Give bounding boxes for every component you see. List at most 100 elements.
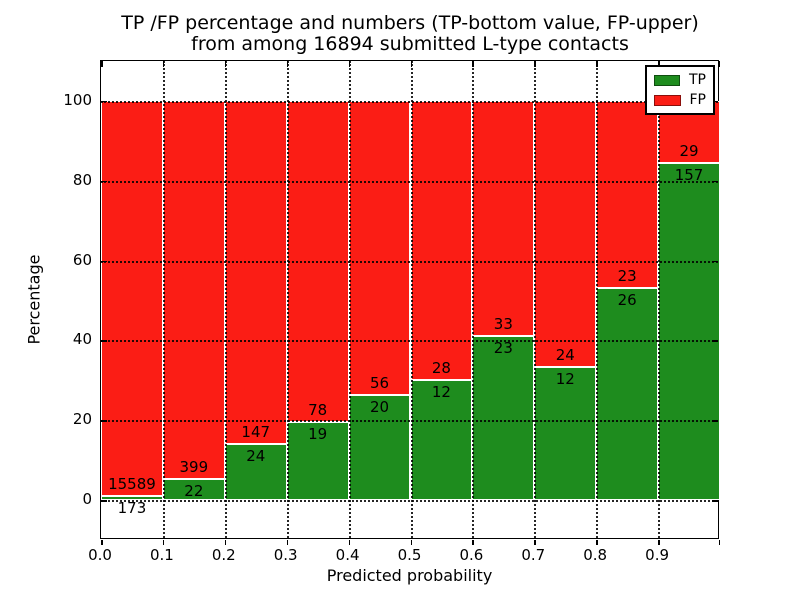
fp-bar-segment [162, 100, 225, 480]
tp-bar-segment [658, 163, 720, 501]
y-gridline [101, 340, 718, 343]
x-tick-mark [224, 61, 227, 67]
y-tick-mark [712, 260, 718, 263]
y-tick-label: 60 [72, 250, 92, 269]
y-tick-label: 100 [63, 90, 92, 109]
x-tick-mark [718, 61, 720, 67]
fp-bar-segment [472, 100, 535, 337]
y-tick-label: 80 [72, 170, 92, 189]
fp-bar-segment [410, 100, 473, 381]
x-gridline [162, 61, 165, 538]
tp-bar-segment [286, 421, 349, 501]
y-tick-mark [101, 420, 107, 422]
x-tick-mark [472, 540, 474, 545]
x-tick-label: 0.9 [645, 546, 670, 564]
legend-item-tp: TP [654, 73, 706, 87]
tp-count-label: 23 [493, 339, 513, 358]
x-gridline [224, 61, 227, 538]
fp-bar-segment [534, 100, 597, 368]
tp-bar-segment [101, 495, 163, 501]
chart-title: TP /FP percentage and numbers (TP-bottom… [100, 13, 720, 55]
x-tick-label: 0.4 [335, 546, 360, 564]
tp-count-label: 22 [184, 482, 204, 501]
x-gridline [286, 61, 289, 538]
y-tick-mark [101, 100, 107, 103]
x-tick-mark [410, 61, 412, 67]
x-tick-label: 0.5 [397, 546, 422, 564]
y-axis-label: Percentage [24, 254, 44, 345]
x-gridline [534, 61, 537, 538]
y-gridline [101, 260, 718, 263]
tp-bar-segment [224, 444, 287, 501]
chart-title-line1: TP /FP percentage and numbers (TP-bottom… [121, 12, 699, 34]
x-tick-mark [286, 61, 289, 67]
fp-legend-label: FP [689, 92, 707, 108]
x-tick-mark [286, 540, 289, 545]
y-gridline [101, 180, 718, 183]
fp-count-label: 56 [369, 374, 390, 393]
tp-count-label: 173 [117, 498, 147, 517]
x-tick-mark [101, 61, 103, 67]
x-tick-label: 0.2 [211, 546, 236, 564]
y-tick-mark [101, 260, 107, 263]
y-tick-mark [712, 180, 718, 183]
fp-count-label: 78 [308, 400, 328, 419]
y-tick-label: 20 [72, 410, 92, 429]
x-tick-mark [101, 540, 103, 545]
chart-title-line2: from among 16894 submitted L-type contac… [191, 33, 629, 55]
x-gridline [658, 61, 661, 538]
legend: TP FP [645, 65, 715, 115]
x-axis-label: Predicted probability [326, 566, 493, 585]
fp-legend-swatch [654, 94, 681, 106]
tp-count-label: 19 [308, 424, 328, 443]
x-tick-label: 0.6 [459, 546, 484, 564]
x-tick-mark [162, 540, 165, 545]
tp-legend-label: TP [689, 72, 706, 88]
fp-count-label: 147 [241, 423, 271, 442]
x-gridline [596, 61, 599, 538]
x-tick-label: 0.0 [88, 546, 112, 564]
y-gridline [101, 500, 718, 503]
x-tick-mark [658, 61, 660, 67]
fp-count-label: 23 [617, 267, 637, 286]
tp-legend-swatch [654, 74, 680, 86]
y-tick-mark [712, 100, 718, 103]
fp-count-label: 15589 [108, 474, 156, 493]
tp-count-label: 157 [674, 166, 704, 185]
y-tick-mark [101, 500, 107, 502]
x-tick-mark [718, 540, 720, 545]
x-gridline [348, 61, 351, 538]
tp-count-label: 12 [431, 383, 451, 402]
fp-bar-segment [348, 100, 411, 395]
y-tick-mark [101, 340, 107, 342]
x-tick-mark [224, 540, 227, 545]
plot-area: 15589 173 399 22 147 24 78 19 56 20 28 12 33 23 24 12 23… [100, 60, 720, 545]
y-gridline [101, 420, 718, 423]
x-tick-label: 0.8 [583, 546, 608, 564]
x-tick-mark [534, 61, 536, 67]
x-tick-label: 0.7 [521, 546, 546, 564]
tp-bar-segment [596, 288, 659, 501]
tp-count-label: 26 [617, 291, 637, 310]
fp-bar-segment [224, 100, 287, 445]
y-tick-mark [712, 340, 718, 342]
tp-count-label: 20 [369, 398, 390, 417]
x-tick-label: 0.3 [273, 546, 298, 564]
fp-bar-segment [101, 100, 163, 496]
x-tick-label: 0.1 [149, 546, 174, 564]
x-gridline [472, 61, 475, 538]
fp-count-label: 28 [431, 359, 451, 378]
x-tick-mark [162, 61, 165, 67]
y-tick-label: 40 [72, 330, 92, 349]
y-tick-mark [712, 420, 718, 422]
x-tick-mark [596, 61, 598, 67]
fp-count-label: 29 [679, 142, 699, 161]
fp-count-label: 399 [179, 458, 209, 477]
y-tick-mark [101, 180, 107, 183]
x-gridline [410, 61, 413, 538]
y-tick-label: 0 [82, 490, 92, 509]
legend-item-fp: FP [654, 93, 706, 107]
x-tick-mark [348, 61, 351, 67]
fp-count-label: 33 [493, 315, 513, 334]
